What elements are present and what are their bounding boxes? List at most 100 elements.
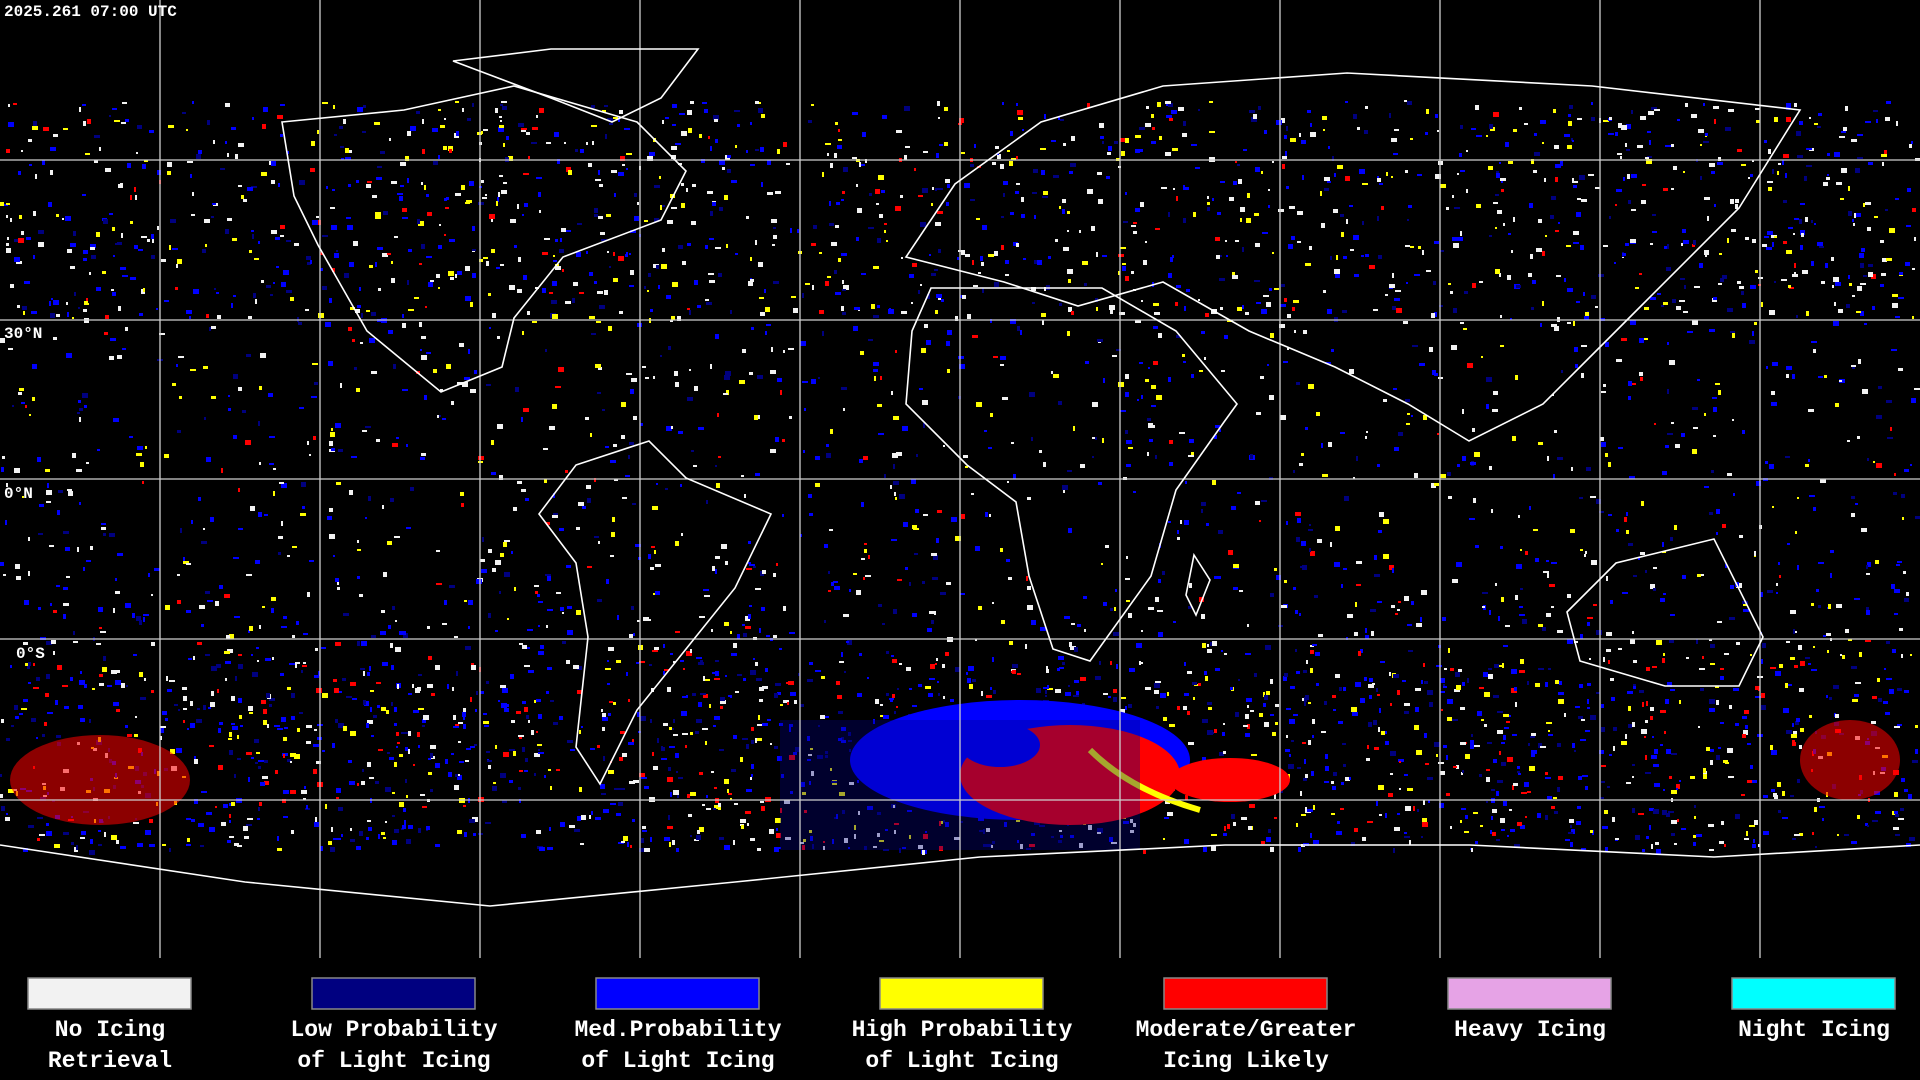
icing-pixel (1342, 743, 1346, 745)
icing-pixel (407, 178, 409, 183)
icing-pixel (1116, 664, 1118, 669)
icing-pixel (1628, 200, 1631, 204)
icing-pixel (112, 292, 116, 296)
icing-pixel (800, 704, 804, 707)
icing-pixel (854, 307, 860, 310)
icing-pixel (990, 319, 992, 323)
icing-pixel (1169, 118, 1173, 121)
icing-pixel (1280, 415, 1286, 420)
icing-pixel (1903, 571, 1906, 574)
icing-pixel (991, 845, 993, 848)
icing-pixel (733, 735, 737, 739)
icing-pixel (491, 440, 494, 445)
icing-pixel (281, 521, 283, 526)
icing-pixel (549, 426, 555, 430)
icing-pixel (1463, 328, 1467, 330)
icing-pixel (239, 715, 242, 719)
icing-pixel (418, 674, 422, 676)
icing-pixel (1266, 691, 1270, 695)
icing-pixel (340, 383, 342, 388)
icing-pixel (1488, 166, 1493, 170)
icing-pixel (1022, 129, 1024, 131)
icing-pixel (1153, 303, 1159, 306)
icing-pixel (538, 752, 544, 754)
icing-pixel (1068, 279, 1071, 283)
icing-pixel (1310, 668, 1313, 673)
icing-pixel (21, 708, 27, 710)
icing-pixel (841, 727, 846, 731)
icing-pixel (1812, 832, 1814, 835)
icing-pixel (479, 259, 483, 262)
icing-pixel (1690, 776, 1695, 779)
icing-pixel (1376, 688, 1378, 692)
icing-pixel (1145, 123, 1151, 127)
icing-pixel (1849, 283, 1852, 286)
icing-pixel (838, 129, 840, 132)
icing-pixel (348, 327, 352, 331)
icing-pixel (1632, 383, 1636, 385)
icing-pixel (1176, 335, 1181, 338)
icing-pixel (205, 654, 210, 656)
icing-pixel (1904, 690, 1909, 693)
icing-pixel (815, 483, 820, 487)
icing-pixel (176, 748, 182, 753)
icing-pixel (1439, 803, 1444, 808)
icing-pixel (1820, 479, 1826, 483)
icing-pixel (632, 739, 634, 744)
icing-pixel (343, 119, 346, 124)
icing-pixel (373, 715, 377, 718)
icing-pixel (1826, 177, 1830, 180)
icing-pixel (771, 347, 773, 352)
icing-pixel (1415, 707, 1419, 712)
icing-pixel (1404, 596, 1409, 601)
icing-pixel (203, 528, 205, 530)
icing-pixel (1498, 616, 1500, 621)
icing-pixel (338, 449, 343, 452)
icing-pixel (1211, 732, 1214, 734)
icing-pixel (1663, 593, 1666, 595)
icing-pixel (1781, 279, 1787, 281)
icing-pixel (1087, 189, 1093, 194)
icing-pixel (572, 298, 575, 303)
legend-swatch (1163, 977, 1328, 1010)
icing-pixel (446, 364, 451, 369)
icing-pixel (1405, 399, 1410, 402)
icing-pixel (914, 168, 916, 171)
icing-pixel (1337, 165, 1343, 169)
icing-pixel (357, 540, 359, 543)
icing-pixel (1704, 250, 1709, 255)
icing-pixel (879, 840, 884, 842)
icing-pixel (1344, 496, 1349, 501)
icing-pixel (734, 110, 740, 112)
icing-pixel (894, 492, 896, 496)
icing-pixel (831, 781, 837, 783)
icing-pixel (755, 588, 761, 590)
icing-pixel (698, 662, 704, 665)
icing-pixel (1875, 560, 1879, 564)
icing-pixel (1605, 342, 1609, 347)
icing-pixel (648, 273, 651, 277)
icing-pixel (1580, 634, 1583, 639)
icing-pixel (808, 120, 812, 123)
icing-pixel (90, 839, 93, 844)
icing-pixel (286, 290, 292, 293)
icing-pixel (231, 303, 233, 308)
icing-pixel (877, 305, 880, 308)
icing-pixel (502, 800, 507, 803)
icing-pixel (1742, 716, 1747, 719)
icing-pixel (602, 713, 606, 717)
icing-pixel (1231, 506, 1236, 510)
icing-pixel (137, 125, 142, 129)
icing-pixel (226, 635, 230, 639)
icing-pixel (1865, 640, 1871, 642)
icing-pixel (367, 672, 370, 676)
icing-pixel (1349, 777, 1351, 780)
icing-pixel (1148, 367, 1150, 369)
icing-pixel (1786, 117, 1791, 122)
icing-pixel (831, 582, 834, 586)
icing-pixel (553, 493, 555, 498)
icing-pixel (458, 722, 463, 724)
icing-pixel (250, 506, 255, 511)
icing-pixel (605, 446, 609, 448)
icing-pixel (1011, 671, 1015, 673)
